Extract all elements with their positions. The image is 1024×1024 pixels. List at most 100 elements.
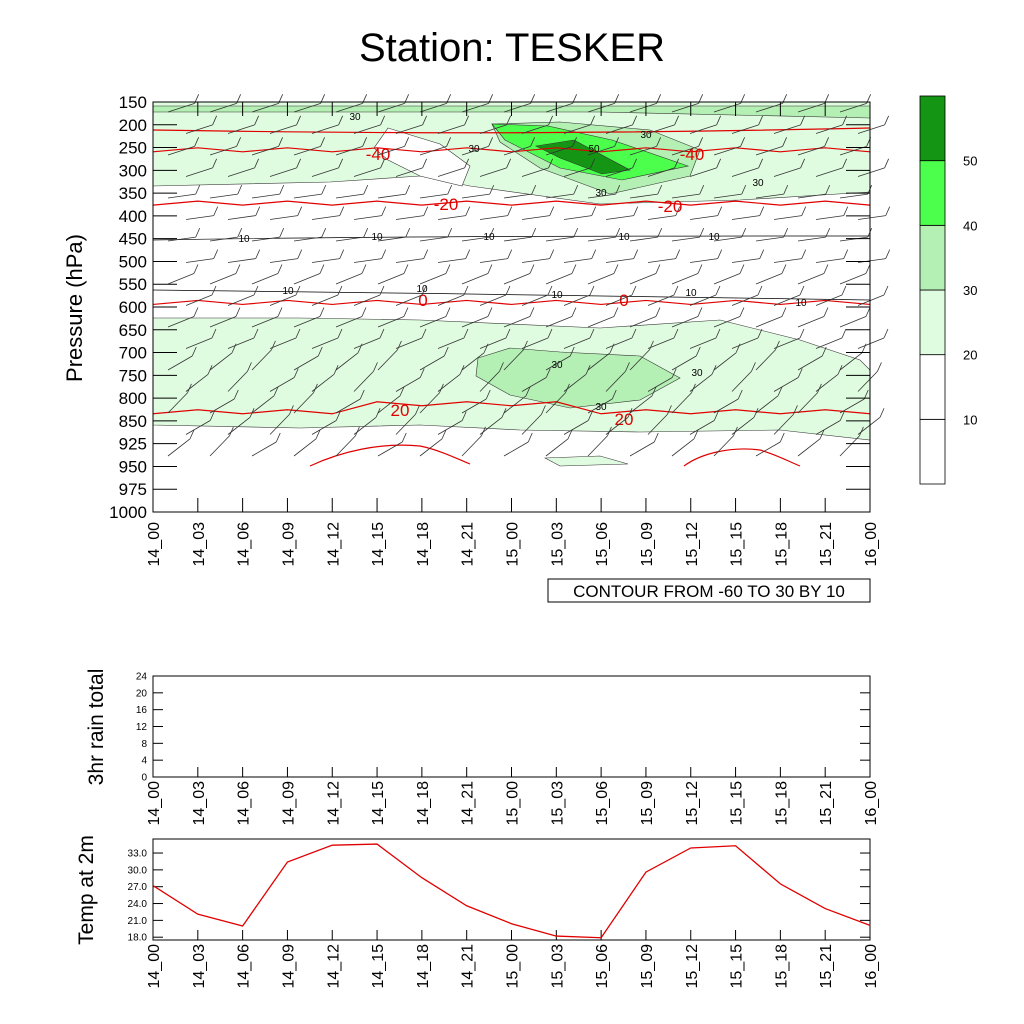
- wind-barb: [461, 145, 489, 156]
- wind-barb: [647, 258, 676, 263]
- wind-barb: [269, 124, 297, 134]
- wind-barb: [251, 193, 280, 199]
- wind-barb: [671, 316, 699, 328]
- wind-barb-flag: [289, 405, 294, 415]
- wind-barb: [587, 352, 611, 371]
- wind-barb-flag: [757, 328, 763, 339]
- wind-barb: [713, 145, 741, 156]
- wind-barb: [461, 316, 489, 328]
- wind-barb-flag: [777, 386, 783, 396]
- wind-barb-flag: [193, 307, 199, 317]
- temperature-contour: [309, 444, 471, 467]
- wind-barb-flag: [505, 285, 511, 296]
- wind-barb: [269, 258, 298, 263]
- wind-barb-flag: [783, 184, 789, 195]
- wind-barb: [335, 316, 363, 328]
- y-tick-label: 24: [136, 672, 148, 683]
- y-tick-label: 20: [136, 688, 148, 699]
- wind-barb: [377, 102, 405, 113]
- wind-barb-flag: [423, 249, 429, 259]
- section-y-axis-label: Pressure (hPa): [62, 234, 87, 382]
- wind-barb-flag: [249, 408, 255, 418]
- wind-barb: [545, 102, 573, 113]
- wind-barb: [251, 395, 275, 414]
- wind-barb-flag: [339, 249, 345, 259]
- wind-barb: [479, 371, 500, 392]
- wind-barb-flag: [739, 307, 745, 317]
- wind-barb-flag: [695, 346, 701, 357]
- wind-barb: [461, 273, 489, 285]
- wind-barb: [269, 414, 290, 435]
- wind-barb: [311, 215, 340, 220]
- wind-barb-flag: [589, 285, 595, 296]
- wind-barb-flag: [254, 158, 259, 169]
- x-tick-label: 14_21: [460, 781, 477, 826]
- wind-barb: [269, 337, 297, 349]
- wind-barb: [503, 395, 527, 414]
- wind-barb: [605, 124, 633, 134]
- wind-barb: [419, 236, 448, 242]
- wind-barb-flag: [530, 137, 535, 147]
- wind-barb-flag: [633, 206, 639, 216]
- wind-barb-flag: [447, 227, 453, 238]
- wind-barb: [335, 398, 361, 414]
- wind-barb: [773, 337, 801, 349]
- wind-barb-flag: [488, 137, 493, 147]
- wind-barb: [731, 167, 759, 177]
- wind-barb: [293, 102, 321, 113]
- wind-barb-flag: [463, 328, 469, 339]
- x-tick-label: 14_09: [280, 522, 297, 567]
- wind-barb: [815, 215, 844, 220]
- wind-barb-flag: [487, 307, 493, 317]
- y-tick-label: 24.0: [128, 899, 148, 910]
- wind-barb-flag: [613, 264, 619, 274]
- wind-barb-flag: [207, 365, 213, 375]
- colorbar-box: [919, 95, 946, 162]
- wind-barb-flag: [779, 432, 785, 443]
- colorbar-label: 50: [963, 154, 977, 169]
- wind-barb: [395, 337, 423, 349]
- wind-barb: [773, 167, 801, 177]
- wind-barb: [335, 145, 363, 156]
- wind-barb-flag: [273, 386, 279, 396]
- wind-barb: [209, 398, 235, 414]
- wind-barb: [437, 215, 466, 220]
- wind-barb-flag: [632, 158, 637, 169]
- y-tick-label: 27.0: [128, 882, 148, 893]
- wind-barb-flag: [212, 158, 217, 169]
- wind-barb-flag: [489, 227, 495, 238]
- wind-barb-flag: [609, 343, 615, 353]
- temperature-contour: [683, 448, 801, 467]
- wind-barb-flag: [843, 206, 849, 216]
- wind-barb-flag: [404, 137, 409, 147]
- y-tick-label: 450: [119, 230, 147, 249]
- x-tick-label: 15_18: [773, 944, 790, 989]
- wind-barbs: [167, 94, 891, 457]
- wind-barb-flag: [507, 206, 513, 216]
- wind-barb-flag: [295, 285, 301, 296]
- wind-barb-flag: [547, 328, 553, 339]
- wind-barb: [251, 236, 280, 242]
- wind-barb: [335, 352, 359, 371]
- wind-barb: [563, 258, 592, 263]
- wind-barb-flag: [465, 206, 471, 216]
- temperature-contour-label: -40: [366, 145, 391, 164]
- wind-barb-flag: [211, 285, 217, 296]
- wind-barb-flag: [397, 340, 402, 351]
- wind-barb-flag: [632, 115, 637, 126]
- wind-barb: [773, 258, 802, 263]
- wind-barb-flag: [757, 285, 763, 296]
- colorbar: 10 20 30 40 50: [919, 95, 977, 485]
- wind-barb: [479, 337, 507, 349]
- series-line: [152, 843, 871, 939]
- wind-barb: [437, 337, 465, 349]
- wind-barb: [689, 337, 717, 349]
- wind-barb: [629, 441, 655, 457]
- wind-barb-flag: [441, 429, 447, 439]
- wind-barb-flag: [277, 307, 283, 317]
- wind-barb-flag: [483, 343, 489, 353]
- x-tick-label: 15_12: [684, 781, 701, 826]
- wind-barb-flag: [445, 307, 451, 317]
- wind-barb: [587, 435, 608, 457]
